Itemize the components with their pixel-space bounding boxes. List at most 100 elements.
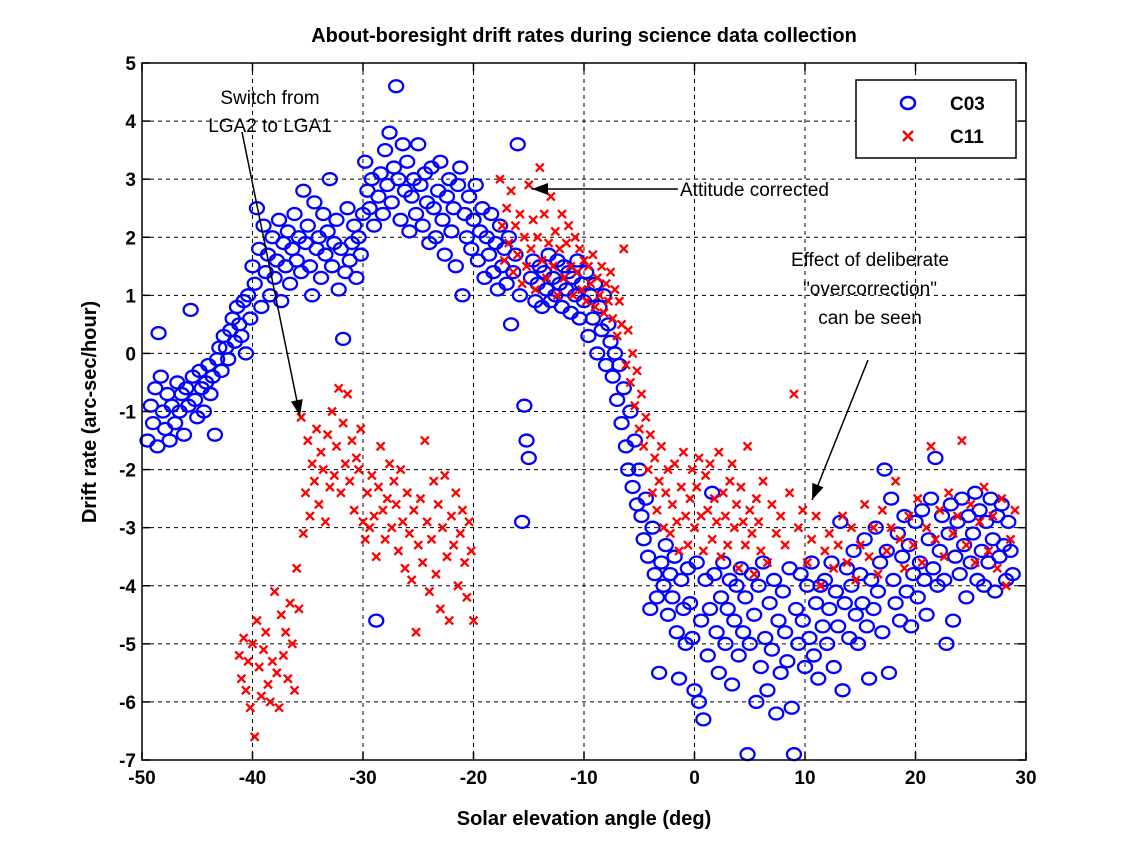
- point-c11: [541, 273, 552, 283]
- point-c11: [400, 563, 410, 574]
- point-c03: [270, 212, 288, 227]
- point-c03: [414, 218, 431, 233]
- point-c11: [948, 528, 958, 539]
- y-tick-label: 3: [125, 170, 136, 191]
- point-c11: [508, 267, 519, 277]
- point-c03: [511, 288, 529, 303]
- point-c11: [899, 563, 910, 574]
- point-c11: [278, 650, 289, 661]
- x-tick-label: -20: [460, 768, 487, 789]
- point-c11: [497, 220, 508, 231]
- point-c11: [267, 656, 278, 667]
- point-c11: [957, 435, 967, 446]
- point-c11: [570, 232, 580, 243]
- point-c03: [794, 613, 811, 628]
- point-c03: [681, 596, 699, 611]
- point-c11: [243, 656, 253, 667]
- point-c11: [291, 563, 302, 574]
- point-c03: [361, 201, 378, 216]
- point-c03: [323, 259, 341, 274]
- point-c11: [599, 307, 609, 318]
- point-c11: [837, 511, 848, 521]
- point-c11: [895, 534, 905, 545]
- point-c11: [943, 488, 954, 498]
- point-c11: [904, 511, 914, 521]
- annotation-text: Attitude corrected: [680, 180, 829, 201]
- point-c11: [762, 557, 773, 568]
- point-c11: [444, 615, 455, 626]
- point-c03: [432, 154, 449, 169]
- point-c11: [601, 278, 611, 289]
- point-c03: [312, 270, 330, 286]
- point-c03: [955, 537, 973, 553]
- point-c03: [631, 462, 648, 477]
- point-c11: [344, 476, 355, 487]
- point-c03: [692, 613, 710, 628]
- point-c03: [509, 137, 526, 152]
- point-c03: [273, 293, 290, 309]
- point-c11: [333, 383, 344, 394]
- point-c11: [559, 273, 569, 283]
- point-c11: [404, 528, 415, 539]
- point-c03: [438, 189, 456, 204]
- point-c11: [353, 464, 364, 475]
- point-c11: [263, 679, 273, 690]
- point-c03: [315, 206, 332, 222]
- point-c03: [142, 398, 159, 413]
- point-c11: [873, 569, 883, 579]
- point-c03: [357, 154, 374, 169]
- point-c03: [710, 665, 727, 681]
- point-c03: [805, 648, 822, 663]
- legend-label-c03: C03: [950, 94, 985, 115]
- point-c03: [902, 619, 920, 634]
- point-c03: [830, 619, 847, 634]
- point-c03: [436, 247, 453, 262]
- point-c11: [338, 418, 348, 428]
- point-c11: [643, 464, 653, 475]
- legend-marker-c03: [899, 95, 917, 111]
- point-c11: [669, 458, 680, 469]
- point-c11: [420, 435, 430, 446]
- point-c03: [454, 288, 471, 303]
- point-c03: [483, 206, 500, 222]
- point-c03: [352, 247, 369, 262]
- point-c03: [175, 427, 193, 442]
- point-c11: [740, 540, 751, 550]
- point-c11: [391, 499, 401, 510]
- y-tick-label: 5: [125, 54, 136, 75]
- point-c11: [504, 238, 514, 248]
- point-c11: [347, 435, 357, 446]
- point-c11: [351, 453, 362, 463]
- point-c03: [516, 398, 533, 413]
- point-c11: [952, 511, 963, 521]
- point-c11: [402, 488, 413, 498]
- point-c03: [339, 201, 356, 216]
- point-c03: [874, 625, 891, 640]
- point-c11: [828, 563, 839, 574]
- point-c11: [241, 685, 251, 696]
- point-c11: [375, 441, 386, 452]
- point-c11: [610, 284, 620, 295]
- point-c11: [711, 517, 722, 527]
- point-c11: [603, 296, 614, 306]
- point-c03: [916, 572, 933, 588]
- point-c11: [384, 458, 395, 469]
- point-c03: [1004, 566, 1021, 582]
- point-c03: [847, 607, 864, 622]
- point-c03: [743, 566, 761, 582]
- point-c03: [849, 636, 867, 651]
- point-c11: [725, 476, 735, 487]
- point-c11: [313, 499, 324, 510]
- point-c03: [880, 665, 898, 681]
- point-c11: [336, 488, 346, 498]
- point-c03: [650, 665, 668, 681]
- point-c11: [572, 267, 583, 277]
- point-c11: [437, 522, 448, 533]
- point-c03: [765, 572, 783, 588]
- point-c03: [940, 526, 957, 541]
- point-c03: [814, 619, 831, 634]
- point-c11: [729, 522, 740, 533]
- point-c03: [304, 288, 321, 303]
- point-c03: [580, 328, 597, 344]
- point-c03: [321, 172, 339, 187]
